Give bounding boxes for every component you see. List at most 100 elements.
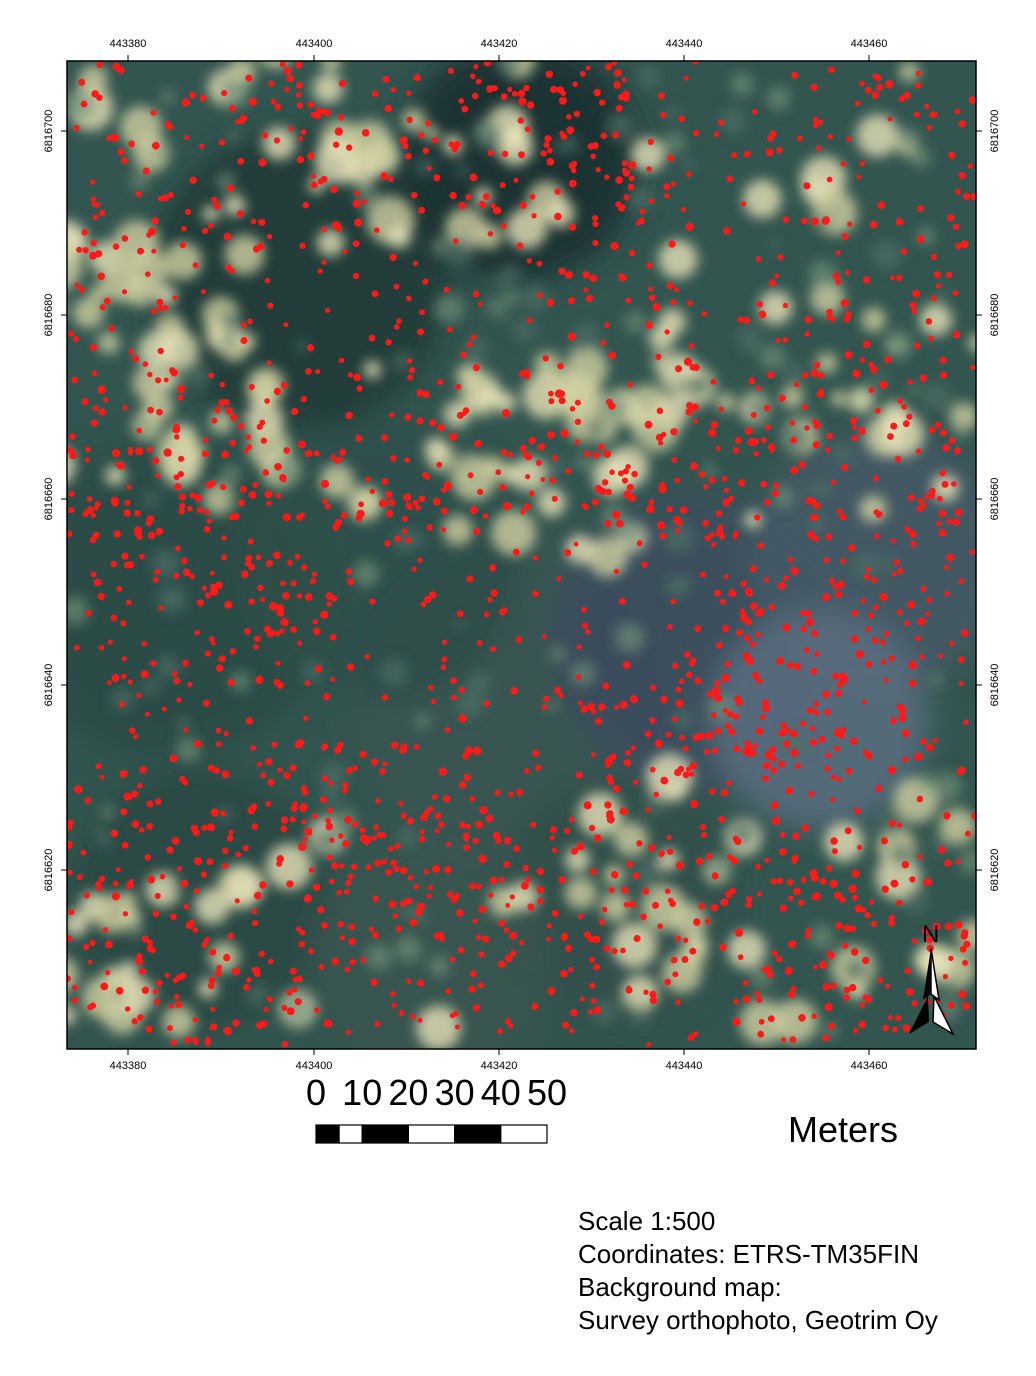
tree-point — [946, 518, 953, 525]
tree-point — [173, 572, 180, 580]
tree-point — [834, 891, 842, 900]
tree-point — [745, 618, 752, 626]
tree-point — [959, 946, 967, 953]
tree-point — [300, 395, 307, 403]
tree-point — [710, 903, 719, 912]
tree-point — [431, 794, 438, 800]
tree-point — [296, 593, 302, 599]
tree-point — [478, 200, 486, 208]
tree-point — [660, 776, 669, 785]
tree-point — [963, 719, 969, 726]
tree-point — [469, 882, 476, 890]
tree-point — [175, 1001, 183, 1009]
tree-point — [874, 407, 881, 414]
tree-point — [720, 898, 729, 907]
tree-point — [965, 830, 971, 837]
tree-point — [304, 680, 311, 686]
tree-point — [510, 950, 517, 956]
tree-point — [177, 394, 184, 401]
tree-point — [381, 478, 389, 485]
tree-point — [952, 290, 959, 297]
tree-point — [196, 506, 204, 514]
tree-point — [225, 407, 233, 415]
tree-point — [384, 540, 391, 547]
tree-point — [201, 941, 208, 948]
tree-point — [181, 557, 188, 565]
tree-point — [311, 173, 317, 179]
tree-point — [154, 798, 162, 805]
tree-point — [675, 861, 685, 870]
tree-point — [830, 479, 836, 485]
tree-point — [840, 299, 849, 308]
tree-point — [438, 821, 445, 828]
tree-point — [406, 817, 414, 825]
tree-point — [909, 301, 917, 309]
tree-point — [602, 682, 610, 690]
tree-point — [276, 681, 284, 689]
tree-point — [99, 304, 106, 311]
tree-point — [714, 589, 722, 597]
tree-point — [387, 176, 394, 183]
tree-point — [790, 748, 799, 757]
tree-point — [354, 218, 363, 227]
tree-point — [714, 727, 722, 735]
tree-point — [568, 966, 574, 973]
tree-point — [229, 648, 236, 655]
tree-point — [813, 709, 820, 716]
tree-point — [569, 816, 575, 822]
tree-point — [600, 132, 607, 139]
tree-point — [667, 154, 674, 162]
tree-point — [281, 1040, 289, 1048]
tree-point — [470, 334, 477, 341]
tree-point — [615, 519, 624, 528]
tree-point — [611, 948, 618, 955]
tree-point — [203, 437, 209, 443]
tree-point — [883, 678, 889, 683]
tree-point — [156, 979, 163, 987]
tree-point — [223, 232, 232, 241]
tree-point — [541, 634, 547, 639]
tree-point — [322, 498, 328, 504]
tree-point — [754, 990, 760, 997]
tree-point — [328, 780, 334, 786]
tree-point — [325, 817, 332, 824]
tree-point — [579, 996, 585, 1002]
tree-point — [504, 1018, 511, 1025]
tree-point — [625, 986, 633, 994]
scale-unit-label: Meters — [788, 1109, 898, 1150]
tree-point — [928, 335, 934, 342]
tree-point — [817, 119, 824, 125]
tree-point — [267, 302, 274, 309]
tree-point — [640, 913, 647, 921]
tree-point — [352, 272, 360, 280]
tree-point — [448, 141, 455, 148]
tree-point — [843, 986, 851, 994]
tree-point — [749, 602, 758, 610]
tree-point — [912, 938, 918, 944]
tree-point — [554, 686, 562, 694]
tree-point — [106, 680, 112, 685]
tree-point — [157, 305, 164, 312]
tree-point — [963, 940, 971, 948]
tree-point — [798, 899, 805, 906]
tree-point — [418, 206, 426, 214]
tree-point — [426, 166, 432, 171]
tree-point — [242, 845, 249, 852]
tree-point — [330, 454, 336, 460]
tree-point — [621, 477, 629, 484]
tree-point — [141, 935, 149, 943]
tree-point — [680, 506, 688, 514]
tree-point — [440, 487, 447, 493]
tree-point — [268, 80, 275, 87]
tree-point — [717, 524, 724, 531]
tree-point — [873, 533, 880, 540]
tree-point — [252, 481, 259, 488]
tree-point — [767, 371, 775, 379]
tree-point — [722, 498, 731, 507]
tree-point — [181, 98, 190, 107]
tree-point — [339, 935, 345, 941]
tree-point — [347, 663, 354, 671]
tree-point — [405, 152, 412, 160]
tree-point — [266, 560, 273, 567]
tree-point — [152, 910, 160, 918]
